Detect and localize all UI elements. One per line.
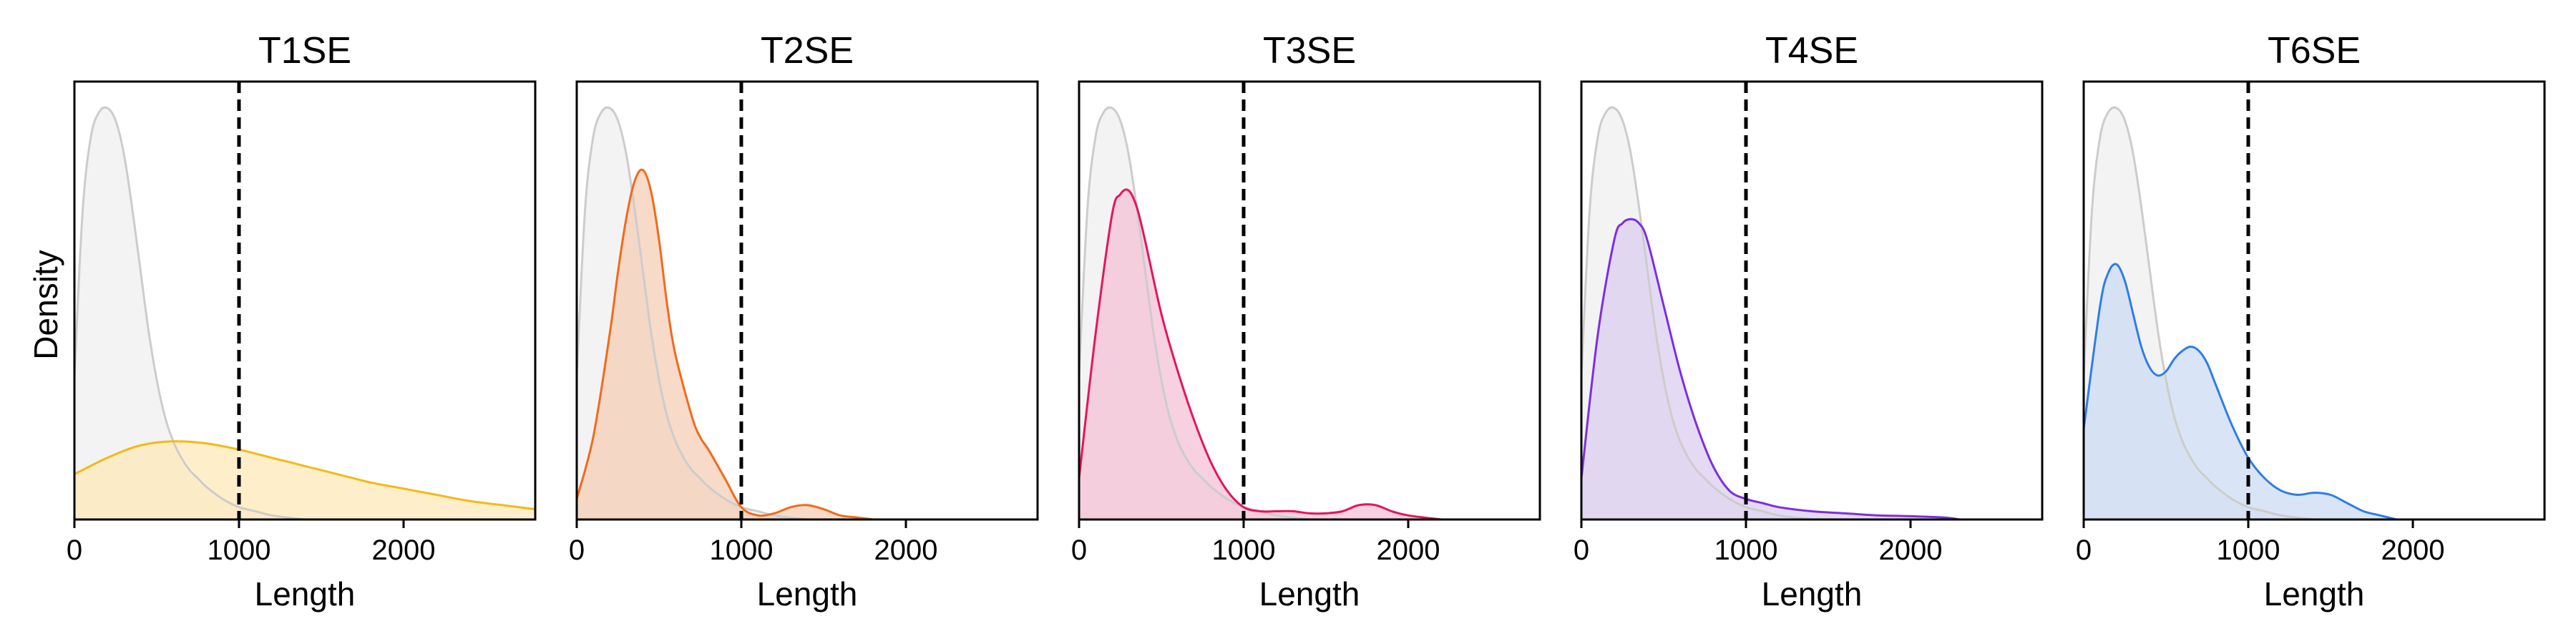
reference-density-line xyxy=(2084,106,2315,519)
panel-title: T4SE xyxy=(1765,30,1858,72)
axes-frame xyxy=(1078,80,1541,521)
x-tick-label: 0 xyxy=(569,535,585,566)
x-tick-label: 2000 xyxy=(2381,535,2445,566)
x-tick-label: 1000 xyxy=(1714,535,1778,566)
density-line xyxy=(1079,188,1442,519)
panel-t3se: 0 1000 2000 T3SE Length xyxy=(1071,30,1541,613)
reference-density-line xyxy=(74,106,306,519)
plot-area xyxy=(577,82,874,519)
reference-density-line xyxy=(577,106,808,519)
x-tick-label: 2000 xyxy=(372,535,436,566)
plot-area xyxy=(2084,82,2397,519)
axes-frame xyxy=(2082,80,2546,521)
x-tick-label: 0 xyxy=(2076,535,2092,566)
density-area xyxy=(577,169,873,519)
panel-title: T6SE xyxy=(2268,30,2361,72)
density-line xyxy=(577,168,874,519)
density-line xyxy=(74,440,535,511)
x-axis-label: Length xyxy=(255,575,356,613)
panel-t6se: 0 1000 2000 T6SE Length xyxy=(2076,30,2546,613)
x-tick-label: 0 xyxy=(1574,535,1589,566)
reference-density-line xyxy=(1079,106,1310,519)
panel-t2se: 0 1000 2000 T2SE Length xyxy=(569,30,1039,613)
x-tick-label: 1000 xyxy=(2217,535,2280,566)
reference-density-line xyxy=(1581,106,1813,519)
density-line xyxy=(2084,263,2397,519)
panel-title: T3SE xyxy=(1263,30,1356,72)
x-axis-label: Length xyxy=(1259,575,1360,613)
x-axis-label: Length xyxy=(1762,575,1863,613)
panel-title: T1SE xyxy=(258,30,351,72)
x-tick-label: 0 xyxy=(1071,535,1087,566)
x-tick-label: 1000 xyxy=(208,535,271,566)
y-axis-label: Density xyxy=(27,250,64,359)
density-area xyxy=(1079,189,1441,519)
x-tick-label: 2000 xyxy=(1879,535,1943,566)
x-axis-label: Length xyxy=(2264,575,2365,613)
panel-t1se: 0 1000 2000 T1SE Length xyxy=(67,30,537,613)
axes-frame xyxy=(1580,80,2044,521)
x-axis-label: Length xyxy=(757,575,858,613)
density-area xyxy=(74,441,535,519)
x-tick-label: 1000 xyxy=(1212,535,1276,566)
axes-frame xyxy=(73,80,537,521)
x-tick-label: 2000 xyxy=(874,535,938,566)
plot-area xyxy=(1581,82,1961,519)
x-tick-label: 2000 xyxy=(1377,535,1440,566)
density-line xyxy=(1581,218,1961,519)
axes-frame xyxy=(575,80,1039,521)
density-area xyxy=(1581,219,1960,519)
panel-title: T2SE xyxy=(761,30,854,72)
x-tick-label: 1000 xyxy=(710,535,774,566)
density-area xyxy=(2084,264,2396,519)
panels: 0 1000 2000 T1SE Length 0 1000 2000 T2SE Length 0 1… xyxy=(67,30,2546,613)
panel-t4se: 0 1000 2000 T4SE Length xyxy=(1574,30,2044,613)
plot-area xyxy=(74,82,535,519)
plot-area xyxy=(1079,82,1442,519)
x-tick-label: 0 xyxy=(67,535,82,566)
